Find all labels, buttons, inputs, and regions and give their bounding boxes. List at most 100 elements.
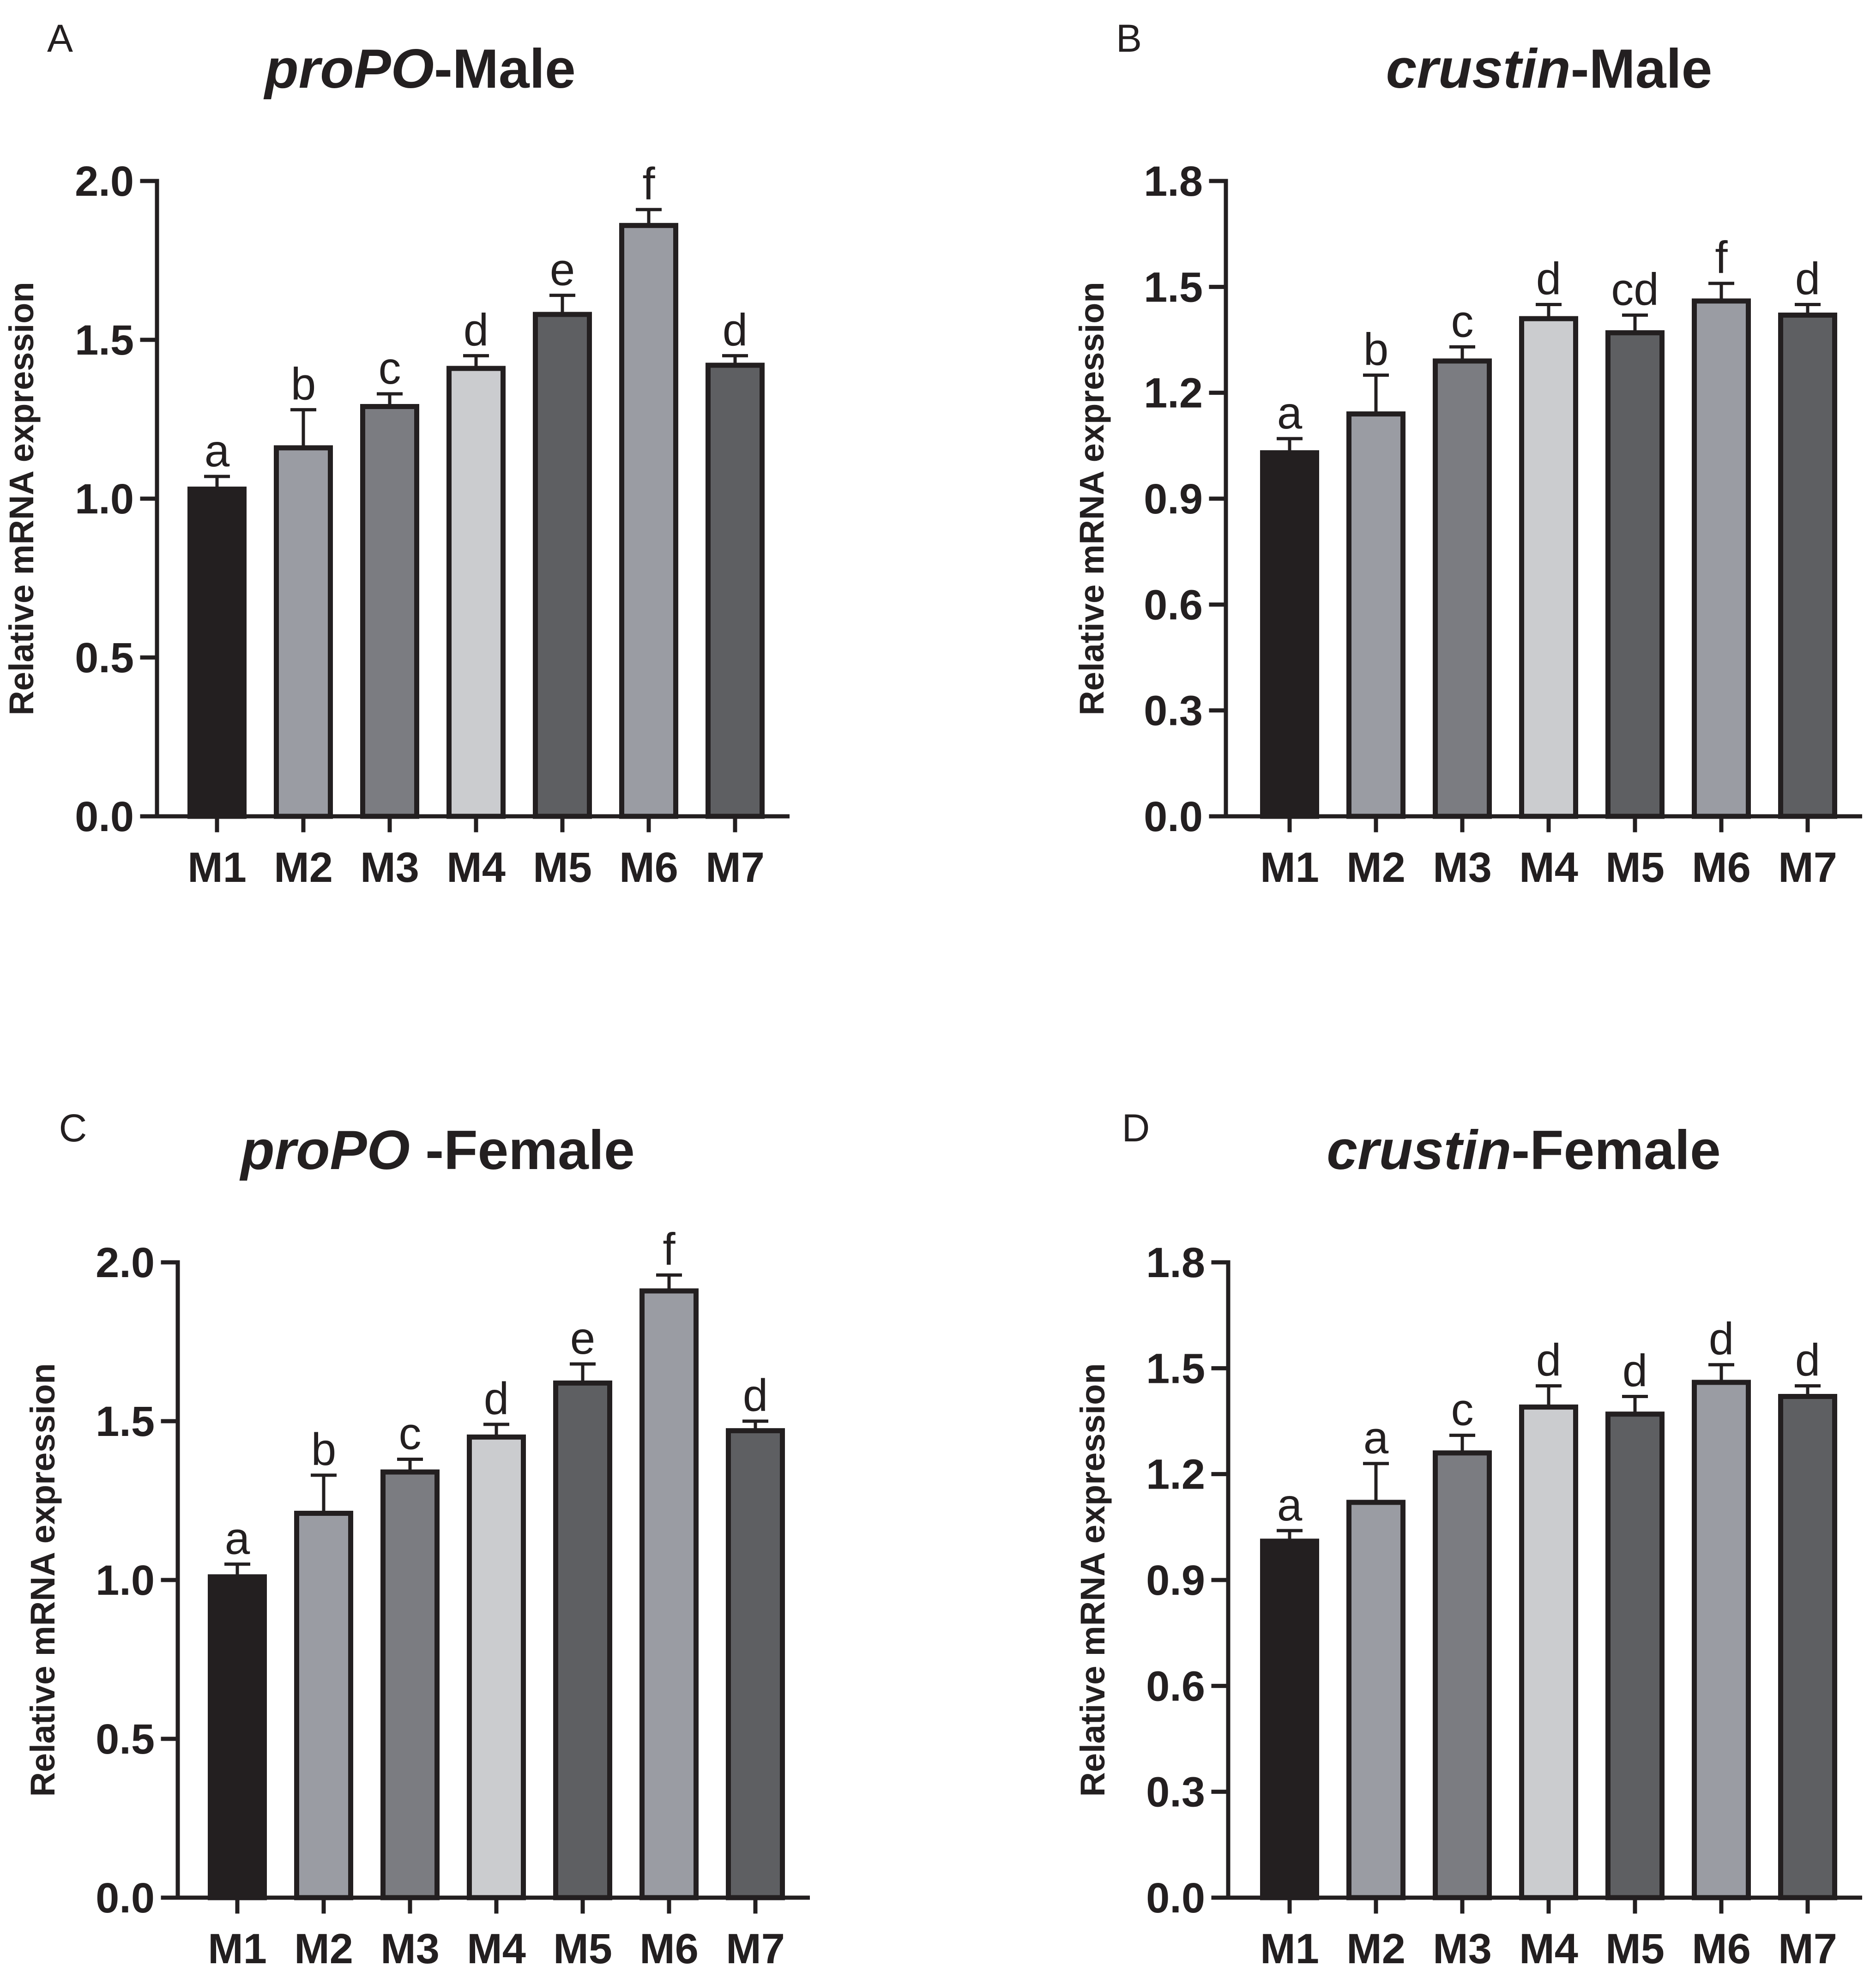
y-tick-label: 1.0 [96,1557,155,1604]
bar-m6 [1692,298,1751,819]
chart-title-gene: proPO [263,38,434,100]
y-tick-label: 0.9 [1146,1557,1205,1604]
bar-m7 [1778,1393,1837,1900]
bar-m2 [274,445,333,819]
x-tick-label-m1: M1 [1260,1925,1319,1972]
significance-label-m1: a [1277,1479,1303,1530]
x-tick-label-m3: M3 [1433,1925,1492,1972]
significance-label-m4: d [1536,1335,1562,1386]
chart-title: crustin-Male [1386,38,1713,100]
x-tick-label-m3: M3 [360,844,419,891]
y-tick-label: 1.5 [96,1398,155,1445]
significance-label-m2: b [1363,324,1389,374]
significance-label-m7: d [723,304,748,355]
bar-m7 [706,362,765,819]
x-tick-label-m2: M2 [274,844,333,891]
x-tick-label-m6: M6 [1692,1925,1751,1972]
x-tick-label-m3: M3 [380,1925,440,1972]
y-tick-label: 0.6 [1146,1663,1205,1710]
chart-title-sex: -Female [410,1119,635,1181]
x-tick-label-m2: M2 [1346,1925,1405,1972]
bar-m6 [1692,1380,1751,1900]
y-tick-label: 0.3 [1144,687,1203,735]
y-tick-label: 0.5 [75,634,134,681]
y-tick-label: 0.0 [96,1875,155,1922]
chart-title: crustin-Female [1327,1119,1721,1181]
significance-label-m3: c [399,1408,422,1459]
chart-title-gene: proPO [239,1119,410,1181]
bar-m3 [380,1469,440,1900]
significance-label-m5: d [1623,1345,1648,1396]
bar-m7 [726,1428,785,1900]
bar-m4 [467,1434,526,1900]
bar-m2 [1346,411,1405,819]
bar-m4 [446,366,506,819]
significance-label-m6: f [642,158,655,209]
x-tick-label-m1: M1 [187,844,247,891]
panel-letter: B [1116,17,1142,60]
significance-label-m4: d [464,304,489,355]
significance-label-m3: c [1451,1384,1474,1435]
y-axis-label: Relative mRNA expression [1074,1363,1112,1797]
x-tick-label-m1: M1 [208,1925,267,1972]
y-tick-label: 1.2 [1146,1451,1205,1498]
significance-label-m6: f [1715,232,1728,283]
x-tick-label-m7: M7 [1778,844,1837,891]
panel-letter: C [59,1106,87,1150]
significance-label-m6: f [663,1224,676,1275]
bar-m3 [1433,1450,1492,1900]
bar-m1 [1260,1538,1319,1900]
bar-m6 [639,1288,699,1900]
x-tick-label-m6: M6 [619,844,678,891]
significance-label-m1: a [225,1513,250,1564]
y-tick-label: 2.0 [96,1239,155,1286]
y-tick-label: 0.0 [1146,1875,1205,1922]
significance-label-m2: b [291,358,316,409]
y-tick-label: 2.0 [75,158,134,205]
y-tick-label: 1.5 [75,317,134,364]
y-tick-label: 0.6 [1144,581,1203,628]
bar-m3 [1433,358,1492,819]
chart-title-sex: -Male [1571,38,1713,100]
significance-label-m5: cd [1611,264,1659,314]
bar-m5 [1605,330,1665,819]
significance-label-m2: a [1363,1412,1389,1463]
bar-m6 [619,223,678,819]
bar-m5 [553,1380,612,1900]
significance-label-m1: a [205,425,230,476]
bar-m4 [1519,316,1578,819]
y-tick-label: 1.8 [1146,1239,1205,1286]
y-tick-label: 1.8 [1144,158,1203,205]
x-tick-label-m6: M6 [639,1925,699,1972]
y-tick-label: 0.0 [1144,793,1203,840]
chart-title-sex: -Female [1511,1119,1721,1181]
significance-label-m7: d [743,1370,768,1421]
bar-m2 [1346,1500,1405,1900]
chart-title: proPO-Male [263,38,575,100]
significance-label-m6: d [1709,1314,1734,1364]
significance-label-m5: e [570,1313,596,1363]
chart-title-gene: crustin [1327,1119,1511,1181]
bar-m1 [187,486,247,819]
x-tick-label-m4: M4 [1519,1925,1578,1972]
significance-label-m4: d [484,1373,509,1424]
y-tick-label: 0.3 [1146,1769,1205,1816]
chart-title: proPO -Female [239,1119,635,1181]
y-axis-label: Relative mRNA expression [1073,282,1111,715]
x-tick-label-m2: M2 [1346,844,1405,891]
significance-label-m7: d [1795,253,1821,304]
bar-m3 [360,404,419,819]
y-tick-label: 1.0 [75,476,134,523]
y-axis-label: Relative mRNA expression [2,282,41,715]
y-tick-label: 0.9 [1144,476,1203,523]
bar-m2 [294,1511,353,1900]
bar-m1 [208,1574,267,1900]
bar-m4 [1519,1404,1578,1900]
x-tick-label-m4: M4 [1519,844,1578,891]
significance-label-m5: e [550,244,575,295]
significance-label-m7: d [1795,1335,1821,1386]
